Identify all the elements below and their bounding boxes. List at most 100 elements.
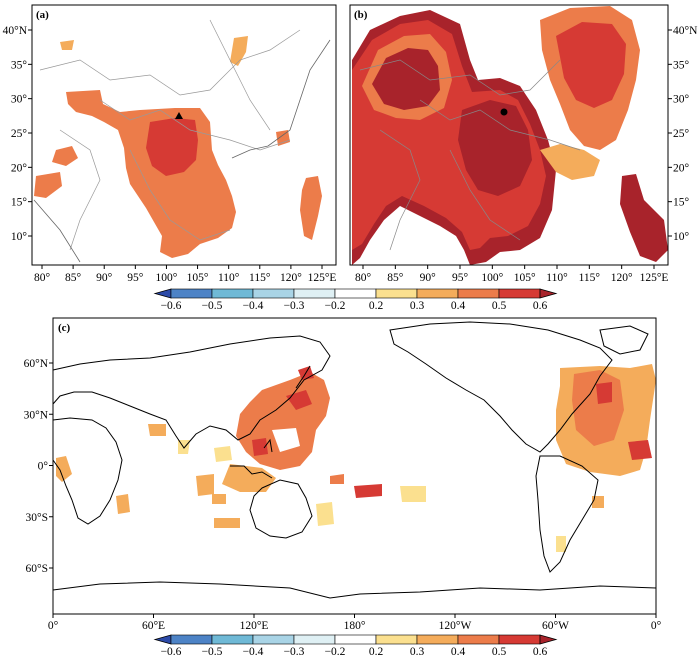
panel-c-gap [272,428,300,452]
panel-c-coast-philippines [263,438,273,453]
panel-b-region-06-yunnan [458,100,532,196]
panel-c-coast-indonesia [230,465,273,479]
panel-c-region-maritime [222,464,276,492]
colorbar-tick-label: 0.6 [533,646,548,656]
panel-b-y-ticks: 40°N 35° 30° 25° 20° 15° 10° [668,25,698,243]
panel-a-region-05 [146,118,198,176]
x-tick-label: 100° [481,272,503,284]
panel-c-core-scs [252,438,268,456]
x-tick-label: 60°E [142,620,165,632]
colorbar-tick-label: −0.3 [284,300,305,312]
y-tick-label: 30°S [26,512,49,524]
colorbar-segment [252,634,295,645]
colorbar-tick-label: −0.6 [161,646,182,656]
panel-c-patch-africa [56,456,72,482]
colorbar-segment [375,288,418,299]
panel-a-border-line [99,99,291,151]
x-tick-label: 90° [96,272,113,284]
panel-c-region-atlantic-core [596,382,612,404]
colorbar-arrow-right [539,288,558,299]
y-tick-label: 20° [11,162,28,174]
y-tick-label: 0° [38,461,49,473]
y-tick-label: 25° [11,128,28,140]
y-tick-label: 20° [673,162,690,174]
colorbar-segment [293,634,336,645]
panel-c-coastlines [52,321,657,599]
panel-b-shading [352,6,668,265]
panel-a-patch-nw [60,40,74,50]
panel-a-coastline [33,39,331,263]
panel-c-patch-arabia [148,424,166,436]
panel-b: (b) 80° 85° 90° 95° 100° 105° 110° 115° 120° 125°… [349,4,698,284]
y-tick-label: 30° [673,94,690,106]
colorbar-arrow-right [539,634,558,645]
colorbar-tick-label: −0.3 [284,646,305,656]
x-tick-label: 85° [65,272,82,284]
colorbar-segment [498,288,541,299]
panel-c-label: (c) [58,322,71,334]
panel-c-patch-sp2 [354,484,382,498]
panel-a-patch-north [230,36,248,66]
panel-c-coast-greenland [599,325,649,355]
y-tick-label: 30°N [24,409,49,421]
colorbar-segment [334,634,377,645]
panel-c: (c) 0° 60°E 120°E 180° 120°W 60°W 0° 60°N 30°N 0… [24,317,662,632]
panel-b-border-line [449,149,521,241]
panel-b-border-line [359,59,561,96]
y-tick-label: 15° [673,197,690,209]
panel-a-patch-india [52,146,78,166]
colorbar-tick-label: 0.3 [410,646,425,656]
panel-c-patch-sa [556,536,566,552]
y-tick-label: 40°N [3,25,28,37]
x-tick-label: 105° [514,272,536,284]
colorbar-tick-label: 0.4 [451,646,466,656]
colorbar-top: −0.6 −0.5 −0.4 −0.3 −0.2 0.2 0.3 0.4 0.5 0.6 [153,288,558,312]
panel-c-patch-sp4 [330,474,344,484]
panel-b-border-line [419,99,581,151]
colorbar-segment [498,634,541,645]
panel-b-region-06-tibet [372,48,440,110]
panel-b-region-06-philippines [620,174,668,262]
colorbar-tick-label: −0.5 [202,646,223,656]
x-tick-label: 0° [651,620,662,632]
panel-b-borders [359,59,581,251]
colorbar-segment [375,634,418,645]
x-tick-label: 80° [355,272,372,284]
colorbar-tick-label: −0.6 [161,300,182,312]
panel-c-coast-north-america [389,321,613,453]
panel-a-patch-west [34,172,62,198]
colorbar-arrow-left [153,288,172,299]
colorbar-segment [252,288,295,299]
colorbar-segment [170,634,213,645]
colorbar-segment [211,634,254,645]
x-tick-label: 95° [452,272,469,284]
colorbar-segment [211,288,254,299]
panel-c-coast-australia [249,479,313,539]
colorbar-tick-label: 0.4 [451,300,466,312]
panel-c-patch-sp3 [400,486,426,502]
panel-c-patch-sa2 [592,496,604,508]
x-tick-label: 125°E [640,272,669,284]
x-tick-label: 120°W [439,620,472,632]
colorbar-segment [416,288,459,299]
colorbar-tick-label: 0.2 [369,646,384,656]
panel-a-coast [33,39,331,263]
panel-b-region-05-east [556,22,626,108]
panel-a-x-ticks: 80° 85° 90° 95° 100° 105° 110° 115° 120° 125°E [34,265,336,284]
x-tick-label: 125°E [308,272,337,284]
panel-a: (a) 80° 85° 90° 95° 100° 105° 110° 115° 120° 125°… [3,4,337,284]
x-tick-label: 120° [611,272,633,284]
colorbar-segment [457,634,500,645]
colorbar-arrow-left [153,634,172,645]
colorbar-segment [457,288,500,299]
colorbar-segment [293,288,336,299]
panel-a-shading [34,36,322,258]
panel-b-label: (b) [354,9,368,21]
y-tick-label: 30° [11,94,28,106]
y-tick-label: 60°N [24,358,49,370]
colorbar-tick-label: −0.5 [202,300,223,312]
panel-c-coast-eurasia [52,335,331,449]
colorbar-tick-label: 0.3 [410,300,425,312]
panel-a-patch-taiwan [276,130,290,146]
panel-a-border-line [59,129,101,251]
